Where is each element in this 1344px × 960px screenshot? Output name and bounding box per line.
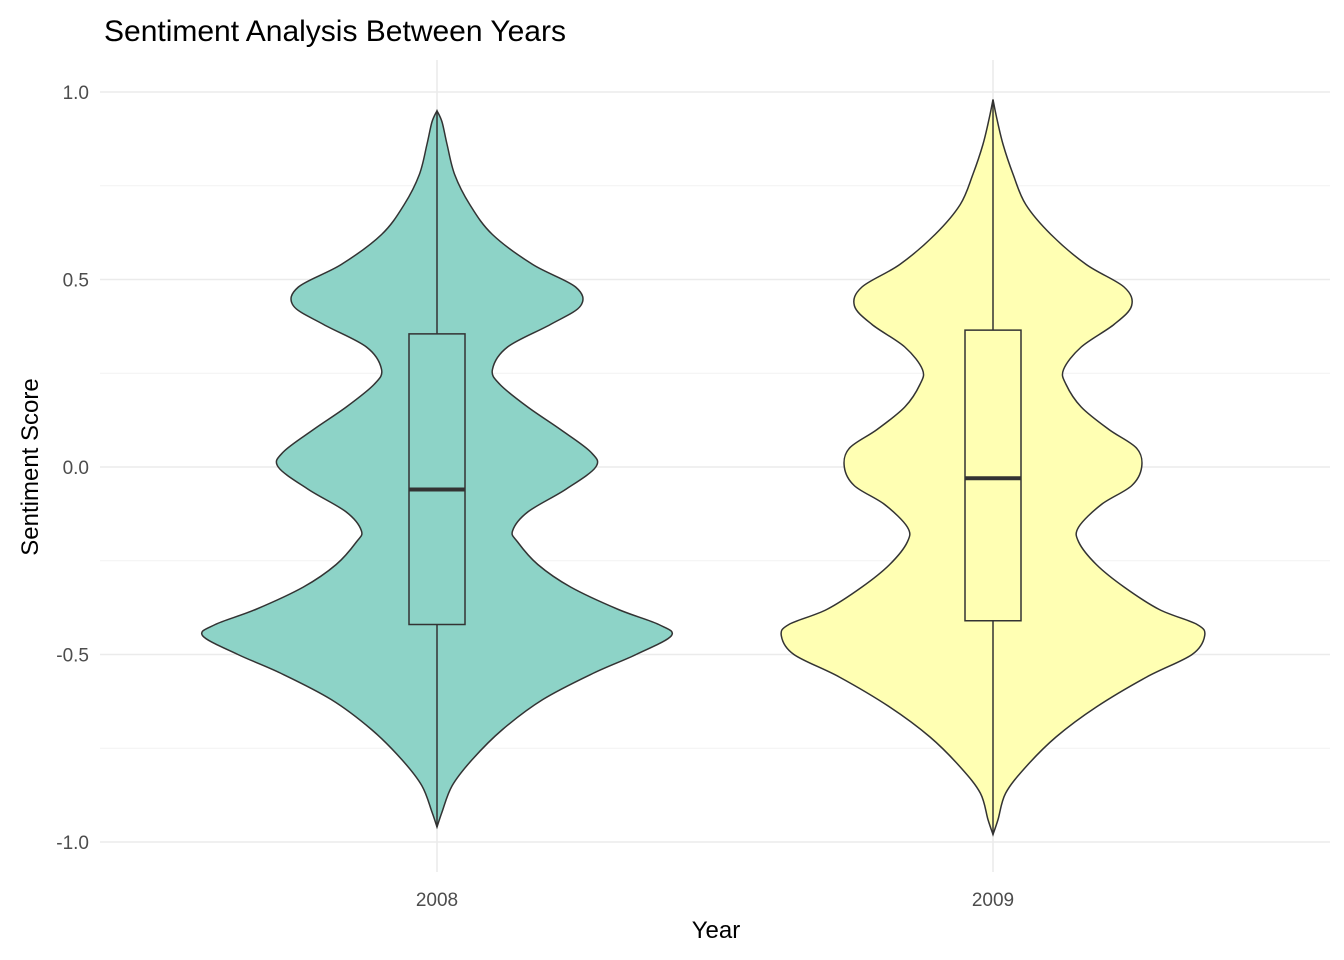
y-tick-label: 0.5 (63, 271, 89, 292)
y-tick-label: 0.0 (63, 458, 89, 479)
chart-title: Sentiment Analysis Between Years (104, 15, 566, 48)
box-2008 (408, 333, 466, 626)
x-axis-ticks: 2008 2009 (416, 890, 1014, 911)
y-tick-label: -1.0 (56, 833, 89, 854)
y-axis-title: Sentiment Score (17, 378, 44, 555)
violins (200, 99, 1206, 837)
x-tick-label: 2009 (972, 890, 1014, 911)
y-axis-ticks: -1.0 -0.5 0.0 0.5 1.0 (56, 83, 89, 854)
violin-2008 (200, 108, 674, 830)
x-tick-label: 2008 (416, 890, 458, 911)
y-tick-label: 1.0 (63, 83, 89, 104)
y-tick-label: -0.5 (56, 646, 89, 667)
x-axis-title: Year (692, 917, 741, 944)
box-2009 (964, 329, 1022, 622)
violin-2009 (780, 99, 1206, 837)
